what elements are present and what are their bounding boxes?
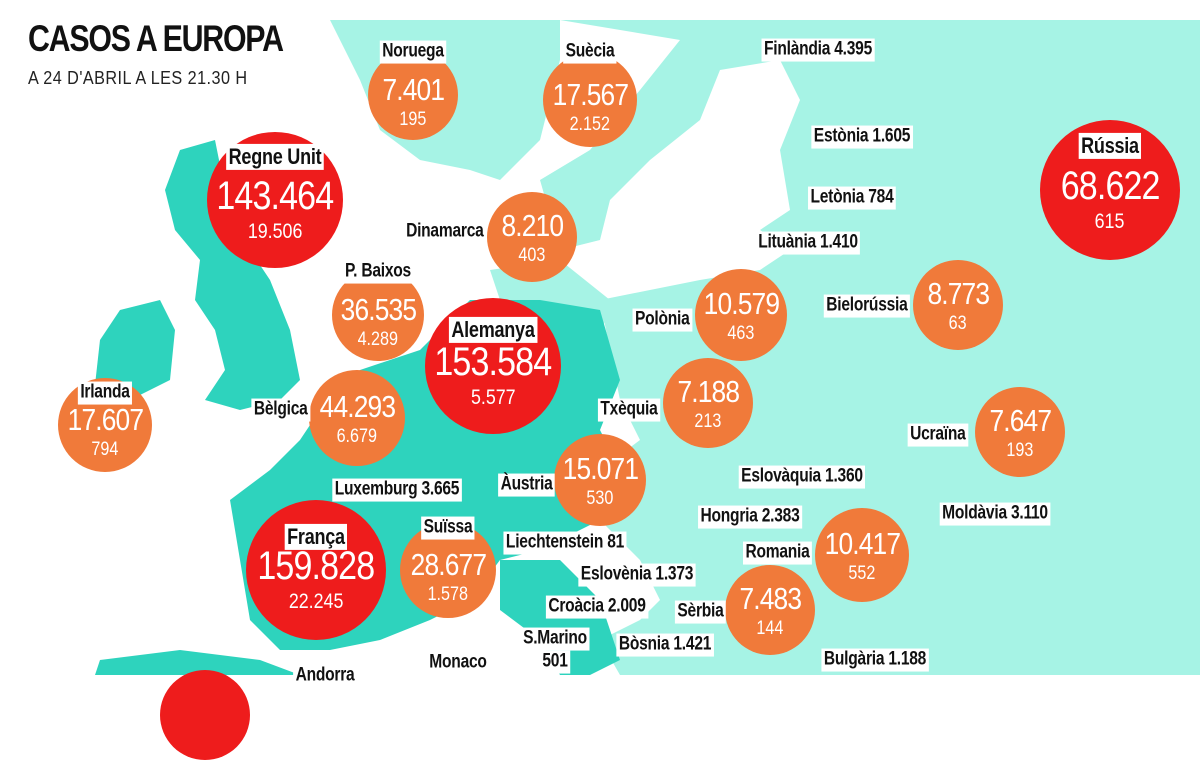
- bubble-bielorussia: 8.773 63: [913, 260, 1003, 350]
- deaths-count: 530: [586, 487, 614, 509]
- cases-count: 7.401: [382, 71, 445, 107]
- bubble-suecia: 17.567 2.152: [543, 53, 637, 147]
- country-label-franca: França: [284, 523, 348, 551]
- page-title: CASOS A EUROPA: [28, 18, 284, 59]
- country-label: Croàcia 2.009: [545, 595, 649, 619]
- bubble-txequia: 7.188 213: [663, 358, 753, 448]
- country-label: Estònia 1.605: [811, 125, 913, 149]
- deaths-count: 144: [756, 617, 784, 639]
- land-iberia: [95, 650, 300, 675]
- deaths-count: 195: [399, 108, 427, 130]
- page-subtitle: A 24 D'ABRIL A LES 21.30 H: [28, 68, 248, 88]
- cases-count: 68.622: [1060, 164, 1161, 208]
- country-label: 501: [539, 650, 571, 674]
- deaths-count: 552: [848, 562, 876, 584]
- bubble-belgica: 44.293 6.679: [309, 370, 405, 466]
- country-label: Bulgària 1.188: [821, 648, 929, 672]
- spain-bubble-partial: [160, 670, 250, 760]
- country-label: Letònia 784: [808, 186, 896, 210]
- country-label: Luxemburg 3.665: [332, 478, 462, 502]
- land-uk: [165, 140, 300, 410]
- country-label-romania: Romania: [743, 541, 812, 565]
- cases-count: 159.828: [257, 544, 376, 588]
- deaths-count: 6.679: [336, 425, 378, 447]
- country-label: Eslovènia 1.373: [578, 563, 696, 587]
- country-label-dinamarca: Dinamarca: [403, 220, 486, 244]
- country-label-russia: Rússia: [1078, 132, 1142, 160]
- cases-count: 153.584: [434, 340, 553, 384]
- country-label: Eslovàquia 1.360: [738, 465, 866, 489]
- country-label-ucraina: Ucraïna: [907, 423, 968, 447]
- country-label-polonia: Polònia: [632, 308, 692, 332]
- bubble-p-baixos: 36.535 4.289: [332, 269, 424, 361]
- bubble-polonia: 10.579 463: [695, 269, 787, 361]
- cases-count: 10.579: [703, 285, 779, 321]
- country-label-noruega: Noruega: [379, 40, 447, 64]
- cases-count: 7.647: [989, 402, 1052, 438]
- deaths-count: 22.245: [288, 590, 344, 613]
- land-ireland: [95, 300, 175, 400]
- cases-count: 10.417: [824, 525, 900, 561]
- country-label-regne-unit: Regne Unit: [226, 143, 324, 171]
- deaths-count: 63: [949, 312, 967, 334]
- country-label-bielorussia: Bielorússia: [823, 294, 910, 318]
- country-label: S.Marino: [520, 627, 590, 651]
- cases-count: 44.293: [319, 388, 395, 424]
- cases-count: 7.483: [739, 580, 802, 616]
- country-label-serbia: Sèrbia: [674, 600, 726, 624]
- cases-count: 15.071: [562, 450, 638, 486]
- deaths-count: 2.152: [569, 113, 611, 135]
- country-label: Bòsnia 1.421: [616, 633, 714, 657]
- deaths-count: 403: [518, 244, 546, 266]
- deaths-count: 4.289: [357, 328, 399, 350]
- country-label-txequia: Txèquia: [597, 398, 660, 422]
- country-label-austria: Àustria: [498, 473, 555, 497]
- country-label: Monaco: [426, 651, 490, 675]
- deaths-count: 213: [694, 410, 722, 432]
- country-label-irlanda: Irlanda: [77, 381, 133, 405]
- bubble-serbia: 7.483 144: [725, 565, 815, 655]
- country-label: Moldàvia 3.110: [939, 502, 1051, 526]
- cases-count: 36.535: [340, 291, 416, 327]
- cases-count: 143.464: [216, 174, 335, 218]
- country-label: Lituània 1.410: [755, 231, 861, 255]
- cases-count: 8.773: [927, 275, 990, 311]
- country-label: Finlàndia 4.395: [761, 38, 875, 62]
- country-label: Liechtenstein 81: [503, 531, 627, 555]
- bubble-austria: 15.071 530: [554, 434, 646, 526]
- deaths-count: 794: [91, 438, 119, 460]
- country-label-belgica: Bèlgica: [251, 398, 310, 422]
- country-label: Andorra: [293, 664, 357, 688]
- deaths-count: 193: [1006, 439, 1034, 461]
- deaths-count: 1.578: [427, 583, 469, 605]
- cases-count: 8.210: [501, 207, 564, 243]
- deaths-count: 5.577: [470, 386, 516, 409]
- bubble-dinamarca: 8.210 403: [487, 192, 577, 282]
- bubble-noruega: 7.401 195: [368, 50, 458, 140]
- deaths-count: 19.506: [247, 220, 303, 243]
- country-label-alemanya: Alemanya: [448, 316, 538, 344]
- cases-count: 17.607: [67, 401, 143, 437]
- country-label-suissa: Suïssa: [421, 516, 475, 540]
- cases-count: 7.188: [677, 373, 740, 409]
- bubble-suissa: 28.677 1.578: [400, 522, 496, 618]
- cases-count: 17.567: [552, 76, 628, 112]
- deaths-count: 615: [1095, 210, 1125, 233]
- country-label: Hongria 2.383: [698, 505, 802, 529]
- country-label-suecia: Suècia: [563, 40, 617, 64]
- bubble-ucraina: 7.647 193: [975, 387, 1065, 477]
- bubble-romania: 10.417 552: [815, 508, 909, 602]
- deaths-count: 463: [727, 322, 755, 344]
- cases-count: 28.677: [410, 546, 486, 582]
- country-label-p-baixos: P. Baixos: [342, 260, 414, 284]
- bubble-franca: 159.828 22.245: [246, 500, 386, 640]
